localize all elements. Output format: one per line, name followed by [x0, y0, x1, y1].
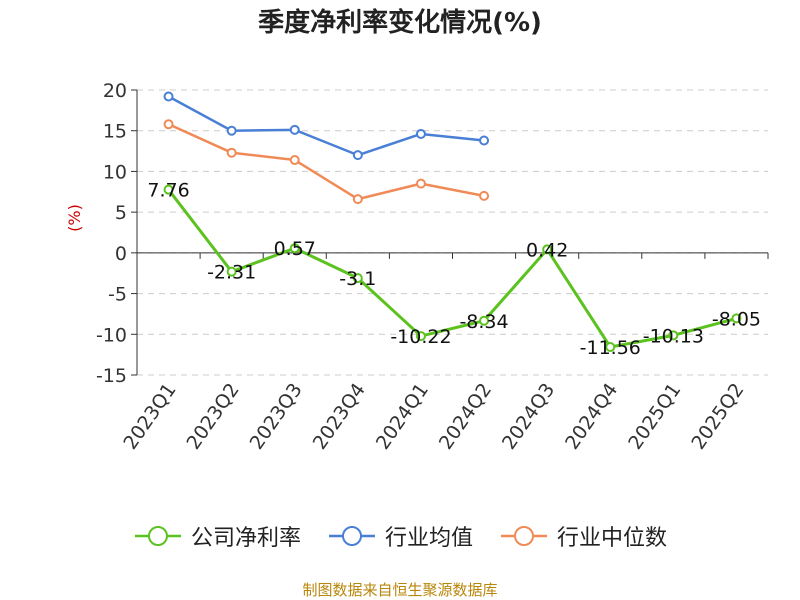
x-tick-label: 2025Q2	[687, 379, 748, 453]
data-point	[163, 91, 174, 102]
x-tick-label: 2024Q2	[435, 379, 496, 453]
data-point	[352, 150, 363, 161]
series-line-industry-median	[168, 123, 485, 201]
data-point	[415, 331, 426, 342]
legend-item[interactable]: 公司净利率	[133, 520, 301, 552]
data-point	[289, 243, 300, 254]
y-tick-label: 0	[115, 243, 127, 265]
x-tick-label: 2023Q1	[119, 379, 180, 453]
x-tick-label: 2023Q2	[182, 379, 243, 453]
data-label: 0.57	[274, 238, 316, 260]
data-point	[226, 125, 237, 136]
y-tick-label: -5	[108, 284, 127, 306]
x-tick-label: 2024Q1	[372, 379, 433, 453]
x-tick-label: 2024Q3	[498, 379, 559, 453]
x-tick-label: 2025Q1	[624, 379, 685, 453]
legend-marker-icon	[328, 526, 375, 546]
legend-item[interactable]: 行业中位数	[499, 520, 667, 552]
data-point	[226, 147, 237, 158]
x-tick-label: 2023Q4	[309, 379, 370, 453]
legend-label: 行业均值	[384, 526, 473, 551]
data-point	[226, 266, 237, 277]
y-tick-label: 20	[103, 80, 127, 102]
data-label: -8.34	[459, 311, 508, 333]
y-tick-label: 15	[103, 121, 127, 143]
data-point	[415, 178, 426, 189]
data-label: -11.56	[580, 337, 641, 359]
data-point	[479, 315, 490, 326]
data-label: 7.76	[147, 180, 189, 202]
x-tick-label: 2023Q3	[246, 379, 307, 453]
series-line-industry-mean	[167, 95, 485, 157]
data-point	[163, 119, 174, 130]
source-note: 制图数据来自恒生聚源数据库	[302, 581, 498, 599]
data-label: -2.31	[207, 262, 256, 284]
chart-title: 季度净利率变化情况(%)	[258, 8, 542, 38]
data-point	[352, 194, 363, 205]
data-point	[163, 184, 174, 195]
data-point	[479, 135, 490, 146]
data-point	[415, 128, 426, 139]
y-tick-label: -15	[96, 365, 127, 387]
data-point	[605, 341, 616, 352]
x-tick-label: 2024Q4	[561, 379, 622, 453]
legend-label: 公司净利率	[190, 526, 301, 551]
data-label: -8.05	[712, 308, 761, 330]
series-line-company	[167, 188, 737, 349]
legend-marker-icon	[501, 526, 547, 546]
data-point	[479, 190, 490, 201]
data-label: -10.13	[643, 325, 704, 347]
data-point	[289, 155, 300, 166]
legend-item[interactable]: 行业均值	[327, 520, 473, 552]
legend-marker-icon	[134, 526, 181, 546]
y-tick-label: 10	[103, 161, 127, 183]
data-label: 0.42	[526, 239, 568, 261]
data-point	[289, 124, 300, 135]
data-point	[542, 244, 553, 255]
data-label: -10.22	[390, 326, 451, 348]
chart-legend: 公司净利率 行业均值 行业中位数	[0, 520, 800, 552]
data-label: -3.1	[339, 268, 376, 290]
legend-label: 行业中位数	[557, 526, 668, 551]
data-point	[731, 313, 742, 324]
y-tick-label: 5	[115, 202, 127, 224]
data-point	[668, 330, 679, 341]
y-axis-label: (%)	[65, 204, 84, 232]
data-point	[352, 273, 363, 284]
y-tick-label: -10	[96, 324, 127, 346]
